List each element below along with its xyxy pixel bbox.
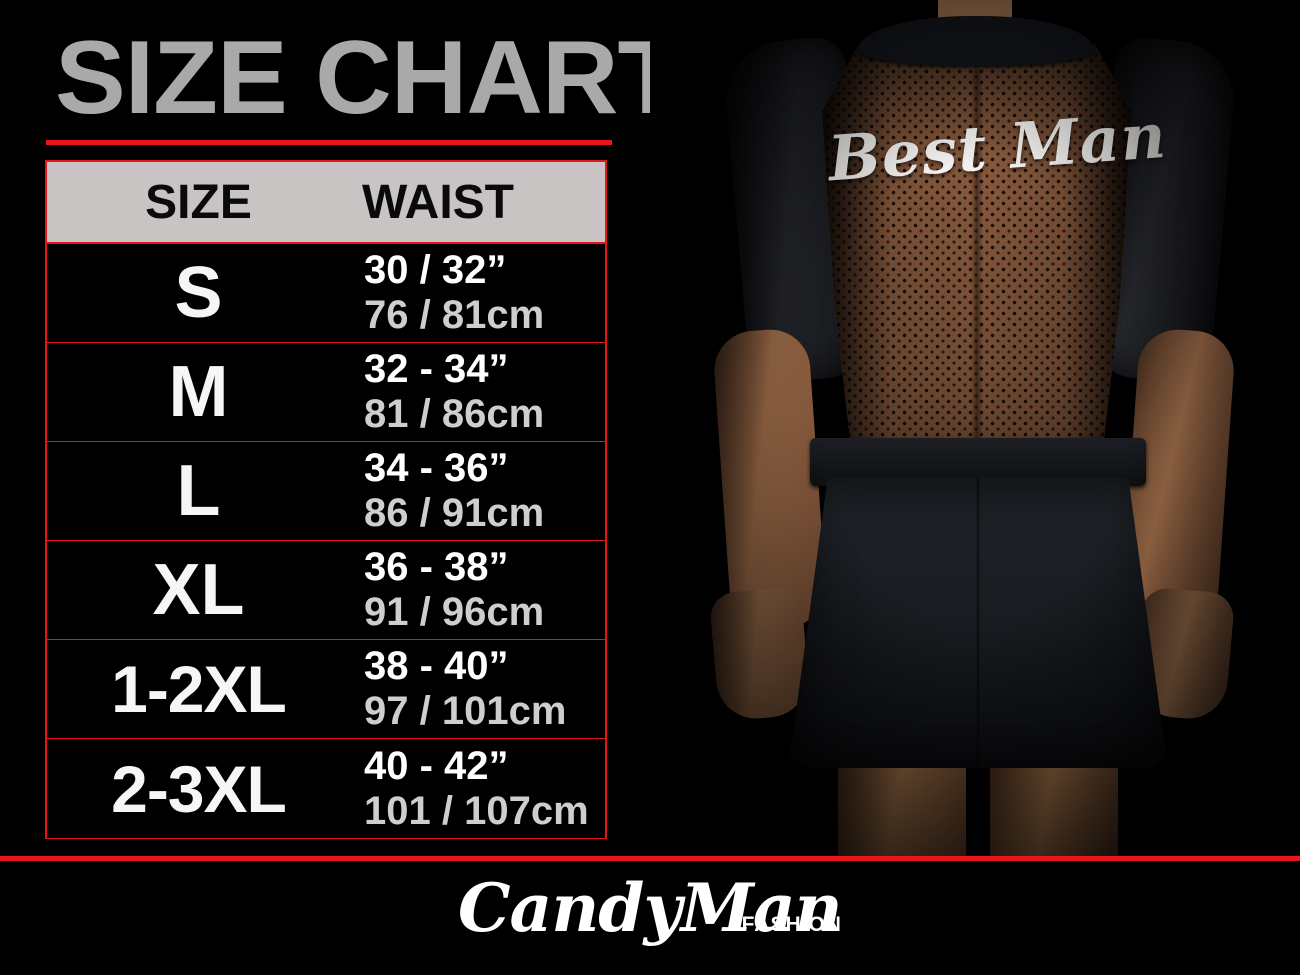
waist-inches: 40 - 42” [364,743,509,788]
size-table: SIZE WAIST S 30 / 32” 76 / 81cm M 32 - 3… [45,160,607,839]
waist-centimeters: 97 / 101cm [364,689,567,733]
table-row: 2-3XL 40 - 42” 101 / 107cm [47,739,605,838]
garment-skirt [790,478,1166,768]
size-cell: 1-2XL [47,640,350,738]
size-value: L [176,451,221,531]
table-row: M 32 - 34” 81 / 86cm [47,343,605,442]
brand-logo: CandyMan FASHION [0,875,1300,941]
skirt-center-seam [976,478,980,768]
footer-bar: CandyMan FASHION [0,861,1300,975]
waist-centimeters: 101 / 107cm [364,788,589,833]
size-cell: L [47,442,350,540]
size-cell: M [47,343,350,441]
size-value: S [174,253,223,333]
size-value: M [168,352,229,432]
waist-cell: 34 - 36” 86 / 91cm [350,442,605,540]
waist-inches: 36 - 38” [364,545,509,590]
table-row: S 30 / 32” 76 / 81cm [47,244,605,343]
waist-cell: 38 - 40” 97 / 101cm [350,640,605,738]
table-row: L 34 - 36” 86 / 91cm [47,442,605,541]
waist-inches: 38 - 40” [364,644,509,689]
size-cell: XL [47,541,350,639]
size-value: XL [152,550,245,630]
waist-inches: 32 - 34” [364,347,509,392]
garment-collar [858,16,1094,66]
waist-cell: 36 - 38” 91 / 96cm [350,541,605,639]
brand-name: CandyMan [458,869,843,947]
waist-cell: 32 - 34” 81 / 86cm [350,343,605,441]
table-row: XL 36 - 38” 91 / 96cm [47,541,605,640]
size-value: 2-3XL [111,751,287,826]
waist-centimeters: 86 / 91cm [364,491,545,535]
footer-divider-rule [0,856,1300,861]
model-hand-left [708,586,812,722]
size-value: 1-2XL [111,652,287,726]
size-cell: 2-3XL [47,739,350,838]
size-chart-panel: SIZE CHART SIZE WAIST S 30 / 32” 76 / 81… [0,0,682,860]
title-underline-rule [46,140,612,145]
waist-cell: 30 / 32” 76 / 81cm [350,244,605,342]
brand-tagline: FASHION [741,913,842,936]
waist-centimeters: 81 / 86cm [364,392,545,436]
product-photo: Best Man [650,0,1300,860]
waist-inches: 30 / 32” [364,248,507,293]
column-header-size: SIZE [145,175,252,229]
table-header-row: SIZE WAIST [47,162,605,244]
waist-centimeters: 91 / 96cm [364,590,545,634]
waist-cell: 40 - 42” 101 / 107cm [350,739,605,838]
waist-centimeters: 76 / 81cm [364,293,545,337]
page-title: SIZE CHART [55,20,682,136]
size-cell: S [47,244,350,342]
column-header-waist: WAIST [362,175,514,229]
table-row: 1-2XL 38 - 40” 97 / 101cm [47,640,605,739]
waist-inches: 34 - 36” [364,446,509,491]
